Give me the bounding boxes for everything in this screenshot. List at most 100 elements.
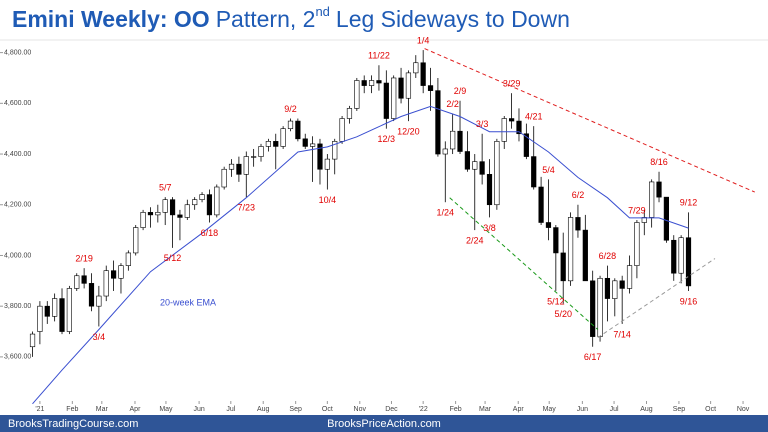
candle-body <box>435 90 441 155</box>
annotation: 5/12 <box>164 253 182 263</box>
candle-body <box>52 298 58 317</box>
candle-body <box>405 72 412 99</box>
annotation: 2/2 <box>446 99 459 109</box>
x-tick-label: Feb <box>450 406 462 413</box>
candle-body <box>516 120 522 135</box>
y-tick-label: 4,400.00 <box>4 151 31 158</box>
y-tick-label: 3,600.00 <box>4 354 31 361</box>
candle-body <box>265 141 271 147</box>
annotation: 5/7 <box>159 183 172 193</box>
candle-body <box>427 85 434 91</box>
x-tick-label: Nov <box>737 406 750 413</box>
candle-body <box>125 252 131 266</box>
candle-body <box>413 62 419 74</box>
title-bold: Emini Weekly: OO <box>12 6 210 32</box>
x-tick-label: Oct <box>322 406 333 413</box>
candle-body <box>96 295 102 307</box>
candle-body <box>391 77 397 119</box>
candle-body <box>287 120 294 129</box>
annotation: 2/24 <box>466 235 484 245</box>
candle-body <box>494 141 500 206</box>
candle-body <box>597 277 603 337</box>
x-tick-label: Jun <box>193 406 204 413</box>
candle-body <box>339 118 345 142</box>
x-tick-label: May <box>543 406 557 413</box>
candle-body <box>243 156 249 175</box>
candle-body <box>29 333 36 348</box>
candle-body <box>590 280 596 337</box>
x-tick-label: Oct <box>705 406 716 413</box>
annotation: 7/14 <box>613 329 631 339</box>
annotation: 3/8 <box>483 223 496 233</box>
candle-body <box>66 288 72 332</box>
x-tick-label: Jul <box>226 406 235 413</box>
candle-body <box>155 212 161 216</box>
candle-body <box>273 141 279 147</box>
annotation: 12/3 <box>378 134 396 144</box>
candle-body <box>236 163 242 175</box>
annotation: 6/17 <box>584 352 602 362</box>
y-tick-label: 3,800.00 <box>4 303 31 310</box>
candle-body <box>346 108 353 119</box>
candle-body <box>295 120 301 140</box>
ema-label: 20-week EMA <box>160 297 216 307</box>
candle-body <box>368 80 375 86</box>
candle-body <box>383 82 389 119</box>
candle-body <box>649 181 655 218</box>
candle-body <box>420 62 426 86</box>
x-tick-label: Dec <box>385 406 398 413</box>
x-tick-label: Aug <box>257 406 270 413</box>
trendline <box>449 197 599 330</box>
candle-body <box>310 143 316 147</box>
x-tick-label: May <box>159 406 173 413</box>
annotation: 11/22 <box>368 51 390 61</box>
annotation: 8/16 <box>650 157 668 167</box>
candle-body <box>604 277 611 299</box>
annotation: 9/2 <box>284 104 297 114</box>
x-tick-label: Nov <box>354 406 367 413</box>
ema-line <box>32 105 689 405</box>
annotation: 3/3 <box>476 119 489 129</box>
x-tick-label: Apr <box>513 406 525 413</box>
x-tick-label: Jul <box>610 406 619 413</box>
candle-body <box>671 239 677 274</box>
candle-body <box>567 217 574 282</box>
candle-body <box>553 227 559 254</box>
candle-body <box>118 265 124 279</box>
x-tick-label: '22 <box>419 406 428 413</box>
candle-body <box>199 194 205 200</box>
candle-body <box>685 237 692 287</box>
candle-body <box>678 237 684 274</box>
candle-body <box>302 138 308 147</box>
candle-body <box>228 163 235 170</box>
x-tick-label: Apr <box>130 406 142 413</box>
annotation: 1/24 <box>437 208 455 218</box>
x-tick-label: '21 <box>35 406 44 413</box>
annotation: 9/16 <box>680 296 698 306</box>
candle-body <box>192 199 198 206</box>
x-tick-label: Aug <box>640 406 653 413</box>
candle-body <box>398 77 404 99</box>
annotation: 3/29 <box>503 79 521 89</box>
candle-body <box>177 214 183 218</box>
annotation: 5/4 <box>542 165 555 175</box>
candle-body <box>582 229 588 282</box>
y-tick-label: 4,200.00 <box>4 202 31 209</box>
footer-left: BrooksTradingCourse.com <box>8 418 138 430</box>
candle-body <box>111 270 117 279</box>
candle-body <box>545 222 552 228</box>
footer-bar <box>0 415 768 432</box>
candle-body <box>560 252 566 282</box>
annotation: 10/4 <box>319 195 337 205</box>
x-tick-label: Jun <box>577 406 588 413</box>
candle-body <box>509 118 515 122</box>
annotation: 6/28 <box>599 251 617 261</box>
candle-body <box>501 118 507 142</box>
candle-body <box>74 275 80 289</box>
candle-body <box>184 204 190 218</box>
candle-body <box>332 141 338 160</box>
candle-body <box>324 158 330 170</box>
candle-body <box>59 298 65 332</box>
candle-body <box>354 80 360 109</box>
candle-body <box>479 161 485 175</box>
